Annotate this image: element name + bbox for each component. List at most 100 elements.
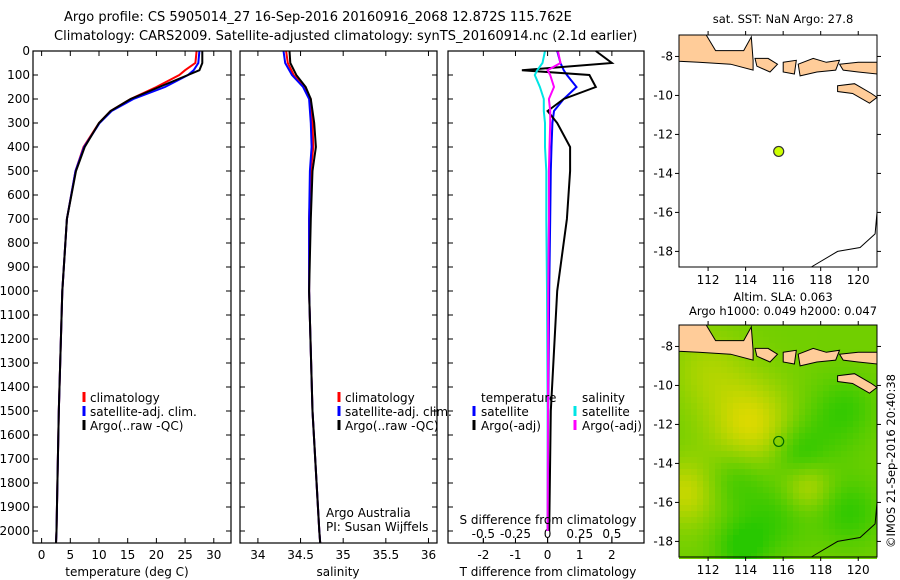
x-tick-label: 34.5 <box>287 548 314 562</box>
imos-credit: ©IMOS 21-Sep-2016 20:40:38 <box>884 374 898 548</box>
temp-legend-satellite: satellite-adj. clim. <box>90 405 197 419</box>
depth-tick-label: 1500 <box>0 404 30 418</box>
depth-tick-label: 1700 <box>0 452 30 466</box>
depth-tick-label: 200 <box>7 92 30 106</box>
sst-map-title: sat. SST: NaN Argo: 27.8 <box>713 12 854 26</box>
series-line-argo-raw-qc- <box>55 51 204 544</box>
sal-legend-satellite: satellite-adj. clim. <box>345 405 452 419</box>
lat-tick-label: -14 <box>653 456 673 470</box>
land-polygon <box>838 61 878 75</box>
header-line1: Argo profile: CS 5905014_27 16-Sep-2016 … <box>64 10 572 25</box>
x-tick-label: 36 <box>421 548 436 562</box>
series-line-argo-raw-qc- <box>288 50 322 544</box>
x-tick-label: 2 <box>608 548 616 562</box>
sla-map-title2: Argo h1000: 0.049 h2000: 0.047 <box>689 304 877 318</box>
lon-tick-label: 120 <box>847 273 870 287</box>
argo-position-marker <box>773 435 785 448</box>
land-polygon <box>837 373 878 394</box>
x-tick-label: 15 <box>120 548 135 562</box>
x-tick-label: 0 <box>544 548 552 562</box>
plot-frame <box>239 50 438 544</box>
land-polygon <box>782 59 797 75</box>
x-tick-label: -1 <box>509 548 521 562</box>
difference-xlabel-top: S difference from climatology <box>460 513 637 527</box>
temp-legend-climatology: climatology <box>90 391 160 405</box>
header-line2: Climatology: CARS2009. Satellite-adjuste… <box>54 29 637 44</box>
depth-tick-label: 800 <box>7 236 30 250</box>
depth-tick-label: 1100 <box>0 308 30 322</box>
argo-position-marker <box>773 145 785 158</box>
australia-coastline <box>811 502 878 558</box>
lon-tick-label: 114 <box>734 563 757 577</box>
series-line-temperature-satellite <box>546 50 578 532</box>
diff-legend-sal-satellite: satellite <box>582 405 630 419</box>
s-x-tick-label: -0.5 <box>472 527 495 541</box>
depth-tick-label: 1200 <box>0 332 30 346</box>
lat-tick-label: -16 <box>653 495 673 509</box>
depth-tick-label: 1400 <box>0 380 30 394</box>
x-tick-label: 5 <box>66 548 74 562</box>
lon-tick-label: 120 <box>847 563 870 577</box>
lon-tick-label: 118 <box>809 563 832 577</box>
sal-legend-argo: Argo(..raw -QC) <box>345 419 438 433</box>
depth-tick-label: 400 <box>7 140 30 154</box>
land-polygon <box>797 347 841 367</box>
map-frame <box>678 324 878 558</box>
x-tick-label: 35.5 <box>372 548 399 562</box>
lat-tick-label: -18 <box>653 534 673 548</box>
x-tick-label: 35 <box>336 548 351 562</box>
lon-tick-label: 112 <box>697 273 720 287</box>
depth-tick-label: 700 <box>7 212 30 226</box>
annotation-argo-australia: Argo Australia <box>326 506 411 520</box>
diff-legend-sal-argo: Argo(-adj) <box>582 419 642 433</box>
series-line-climatology <box>55 50 198 544</box>
series-line-temperature-argo-adj- <box>521 50 615 532</box>
depth-tick-label: 900 <box>7 260 30 274</box>
lon-tick-label: 114 <box>734 273 757 287</box>
temp-legend-argo: Argo(..raw -QC) <box>90 419 183 433</box>
annotation-pi: PI: Susan Wijffels <box>326 520 428 534</box>
depth-tick-label: 1900 <box>0 500 30 514</box>
x-tick-label: 20 <box>149 548 164 562</box>
series-line-salinity-satellite <box>533 50 549 531</box>
land-polygon <box>754 347 779 363</box>
diff-legend-salinity-title: salinity <box>582 391 625 405</box>
s-x-tick-label: -0.25 <box>500 527 531 541</box>
series-line-satellite-adj-clim- <box>55 50 201 544</box>
lat-tick-label: -8 <box>661 49 673 63</box>
salinity-xlabel: salinity <box>316 565 359 579</box>
land-polygon <box>754 57 779 73</box>
land-polygon <box>782 349 797 365</box>
depth-tick-label: 300 <box>7 116 30 130</box>
lat-tick-label: -16 <box>653 205 673 219</box>
lat-tick-label: -18 <box>653 244 673 258</box>
lat-tick-label: -10 <box>653 88 673 102</box>
land-polygon <box>678 324 754 361</box>
difference-xlabel: T difference from climatology <box>459 565 637 579</box>
depth-tick-label: 2000 <box>0 524 30 538</box>
sla-map-title1: Altim. SLA: 0.063 <box>733 290 832 304</box>
australia-coastline <box>811 212 878 268</box>
depth-tick-label: 600 <box>7 188 30 202</box>
x-tick-label: 10 <box>91 548 106 562</box>
lon-tick-label: 118 <box>809 273 832 287</box>
x-tick-label: 0 <box>38 548 46 562</box>
lat-tick-label: -12 <box>653 127 673 141</box>
depth-tick-label: 1800 <box>0 476 30 490</box>
plot-frame <box>32 50 232 544</box>
land-polygon <box>837 83 878 104</box>
diff-legend-temp-argo: Argo(-adj) <box>481 419 541 433</box>
x-tick-label: -2 <box>477 548 489 562</box>
land-polygon <box>797 57 841 77</box>
diff-legend-temperature-title: temperature <box>481 391 556 405</box>
sal-legend-climatology: climatology <box>345 391 415 405</box>
lon-tick-label: 116 <box>772 273 795 287</box>
s-x-tick-label: 0.5 <box>602 527 621 541</box>
plot-frame <box>447 50 645 544</box>
s-x-tick-label: 0.25 <box>566 527 593 541</box>
depth-tick-label: 500 <box>7 164 30 178</box>
land-polygon <box>678 34 754 71</box>
series-line-salinity-argo-adj- <box>546 50 562 532</box>
lat-tick-label: -10 <box>653 378 673 392</box>
